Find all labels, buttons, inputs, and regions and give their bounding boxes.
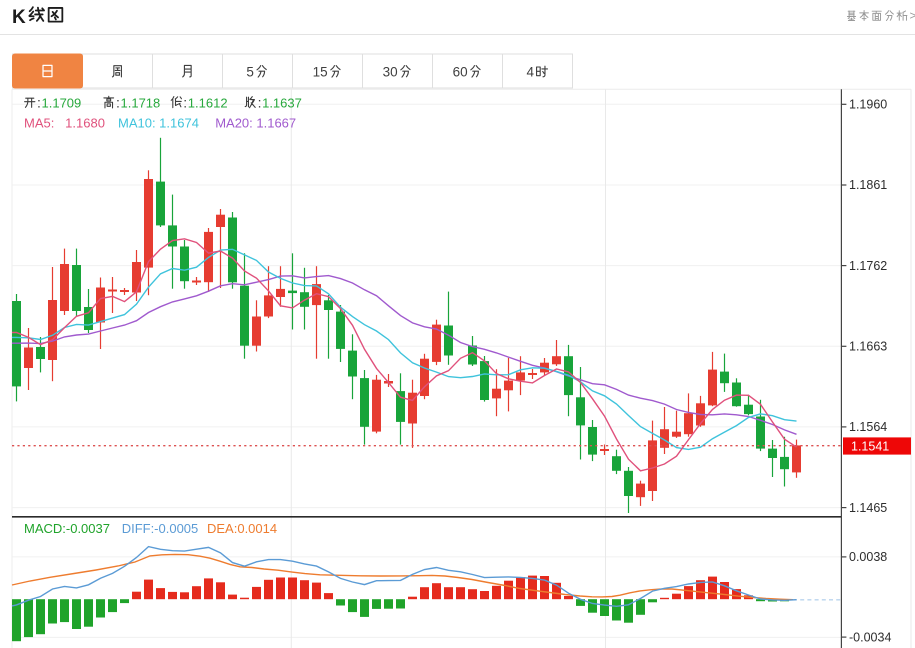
svg-text:1.1564: 1.1564 bbox=[849, 420, 887, 434]
svg-text::: : bbox=[37, 95, 41, 111]
svg-text:60: 60 bbox=[453, 65, 468, 80]
svg-text:MA10: 1.1674: MA10: 1.1674 bbox=[118, 116, 199, 131]
svg-text:0.0038: 0.0038 bbox=[849, 550, 887, 564]
svg-text:1.1612: 1.1612 bbox=[188, 96, 228, 111]
svg-text:1.1960: 1.1960 bbox=[849, 98, 887, 112]
svg-text:1.1709: 1.1709 bbox=[42, 96, 82, 111]
svg-text:30: 30 bbox=[383, 65, 398, 80]
svg-text:MACD:-0.0037: MACD:-0.0037 bbox=[24, 521, 110, 536]
svg-text:1.1762: 1.1762 bbox=[849, 259, 887, 273]
svg-text:MA5: 1.1680: MA5: 1.1680 bbox=[24, 116, 105, 131]
svg-text:K: K bbox=[12, 7, 26, 28]
svg-text::: : bbox=[258, 95, 262, 111]
svg-text:-0.0034: -0.0034 bbox=[849, 630, 891, 644]
svg-text:5: 5 bbox=[246, 65, 254, 80]
svg-text:1.1465: 1.1465 bbox=[849, 501, 887, 515]
svg-text:1.1663: 1.1663 bbox=[849, 340, 887, 354]
svg-text:>: > bbox=[910, 9, 915, 23]
svg-text:1.1718: 1.1718 bbox=[121, 96, 161, 111]
svg-text:1.1861: 1.1861 bbox=[849, 178, 887, 192]
svg-text:DIFF:-0.0005: DIFF:-0.0005 bbox=[122, 521, 199, 536]
svg-text:1.1541: 1.1541 bbox=[851, 440, 889, 454]
svg-text:DEA:0.0014: DEA:0.0014 bbox=[207, 521, 277, 536]
svg-text:4: 4 bbox=[527, 65, 535, 80]
svg-text:MA20: 1.1667: MA20: 1.1667 bbox=[215, 116, 296, 131]
svg-text:15: 15 bbox=[313, 65, 328, 80]
svg-text::: : bbox=[116, 95, 120, 111]
svg-text::: : bbox=[183, 95, 187, 111]
svg-text:1.1637: 1.1637 bbox=[262, 96, 302, 111]
